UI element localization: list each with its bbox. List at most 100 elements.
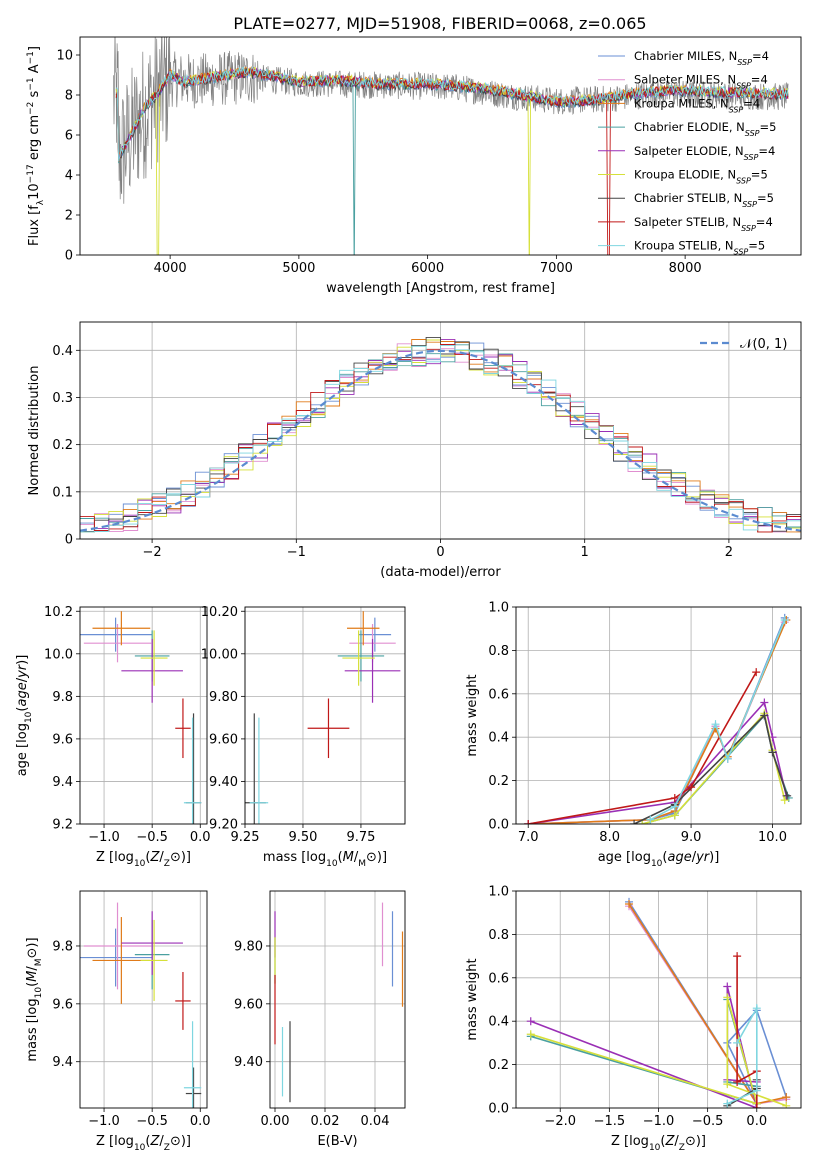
x-axis-label: (data-model)/error [380, 565, 501, 580]
label-part: 5 [769, 120, 776, 134]
label-part: / [25, 966, 40, 971]
axes-frame [79, 36, 802, 256]
label-part: Z [149, 1134, 160, 1149]
label-part: Z [679, 1143, 685, 1153]
plot-area [526, 897, 791, 1108]
axes-frame [269, 890, 406, 1109]
label-part: ⊙)] [685, 1134, 706, 1149]
legend-entry: Chabrier STELIB, NSSP=5 [634, 191, 774, 209]
y-tick-label: 0.8 [488, 928, 509, 943]
x-tick-label: −1.0 [643, 1114, 675, 1129]
label-part: SSP [736, 176, 751, 185]
label-part: yr [695, 850, 711, 865]
weight-marker [670, 793, 679, 802]
x-tick-label: −1.5 [594, 1114, 626, 1129]
y-tick-label: 0.6 [488, 687, 509, 702]
label-part: ( [660, 1134, 665, 1149]
label-part: M [358, 859, 366, 869]
weight-marker [780, 796, 789, 805]
y-tick-label: 8 [65, 89, 73, 104]
x-tick-label: 10.0 [758, 830, 787, 845]
weight-marker [630, 820, 639, 824]
weight-vs-metallicity-panel: −2.0 −1.5 −1.0 −0.5 0.0 0.0 0.2 0.4 0.6 0.8 1.0 Z [… [465, 885, 802, 1153]
x-axis-label: Z [log10(Z/Z⊙)] [611, 1134, 706, 1153]
x-tick-label: 9.25 [231, 830, 260, 845]
plot-area [274, 902, 404, 1103]
label-part: age [log [15, 723, 30, 776]
label-part: ( [338, 850, 343, 865]
y-tick-label: 0 [65, 249, 73, 264]
x-tick-label: 2 [725, 545, 733, 560]
y-tick-label: 0.2 [52, 438, 73, 453]
y-tick-label: 0.1 [52, 485, 73, 500]
mass-vs-metallicity-panel: −1.0 −0.5 0.09.49.69.8Z [log10(Z/Z⊙)]mass … [25, 890, 211, 1153]
y-tick-label: 0.0 [488, 818, 509, 833]
y-tick-label: 10.2 [44, 605, 73, 620]
y-tick-label: 0.3 [52, 391, 73, 406]
legend-entry: Salpeter STELIB, NSSP=4 [634, 215, 773, 233]
label-part: , N [720, 73, 736, 87]
y-tick-label: 9.20 [209, 818, 238, 833]
label-part: Z [149, 850, 160, 865]
label-part: 10 [326, 859, 338, 869]
x-tick-label: 7000 [540, 261, 573, 276]
x-tick-label: 9.0 [681, 830, 702, 845]
x-tick-label: 0.00 [261, 1114, 290, 1129]
label-part: 10 [649, 1143, 661, 1153]
y-tick-label: 9.8 [52, 690, 73, 705]
label-part: = [756, 215, 766, 229]
label-part: Z [log [96, 1134, 134, 1149]
legend-entry: Chabrier MILES, NSSP=4 [634, 49, 769, 67]
y-axis-label: mass [log10(M/M⊙)] [25, 937, 44, 1061]
label-part: 5 [760, 168, 767, 182]
label-part: −2 [26, 102, 36, 115]
weight-marker [752, 668, 761, 677]
label-part: SSP [729, 105, 744, 114]
x-tick-label: 6000 [411, 261, 444, 276]
label-part: Kroupa MILES [634, 96, 713, 110]
x-tick-label: 0.0 [190, 1114, 211, 1129]
label-part: 4 [765, 215, 772, 229]
axes-frame [244, 606, 406, 825]
label-part: 4 [760, 73, 767, 87]
y-tick-label: 6 [65, 129, 73, 144]
label-part: 4 [762, 49, 769, 63]
label-part: Salpeter ELODIE [634, 144, 728, 158]
legend-entry: Kroupa MILES, NSSP=4 [634, 96, 760, 114]
y-tick-label: 9.8 [52, 939, 73, 954]
label-part: )] [15, 655, 30, 665]
label-part: age [667, 850, 691, 865]
label-part: M [34, 958, 44, 966]
y-tick-label: 0.2 [488, 774, 509, 789]
label-part: λ [36, 199, 46, 205]
label-part: ⊙)] [170, 850, 191, 865]
weight-marker [526, 1030, 535, 1039]
label-part: = [751, 73, 761, 87]
weight-marker [752, 1086, 761, 1095]
label-part: Z [164, 1143, 170, 1153]
y-tick-label: 9.4 [52, 1055, 73, 1070]
x-axis-label: Z [log10(Z/Z⊙)] [96, 850, 191, 869]
label-part: , N [726, 191, 742, 205]
weight-marker [752, 1004, 761, 1013]
x-axis-label: age [log10(age/yr)] [598, 850, 720, 869]
label-part: s [27, 90, 42, 101]
label-part: ( [145, 850, 150, 865]
weight-marker [526, 1017, 535, 1026]
y-tick-label: 0.8 [488, 644, 509, 659]
weight-line-7 [528, 671, 757, 824]
label-part: ( [662, 850, 667, 865]
model-spectrum-3 [115, 68, 789, 255]
y-tick-label: 2 [65, 209, 73, 224]
label-part: Z [log [96, 850, 134, 865]
plot-area [80, 336, 801, 533]
label-part: yr [15, 663, 30, 679]
legend-entry: 𝒩(0, 1) [740, 337, 787, 352]
weight-marker [723, 754, 732, 763]
x-tick-label: 1 [581, 545, 589, 560]
label-part: M [343, 850, 354, 865]
axes-frame [79, 890, 208, 1109]
label-part: 4 [768, 144, 775, 158]
gaussian-curve [80, 349, 801, 532]
label-part: Salpeter MILES [634, 73, 720, 87]
